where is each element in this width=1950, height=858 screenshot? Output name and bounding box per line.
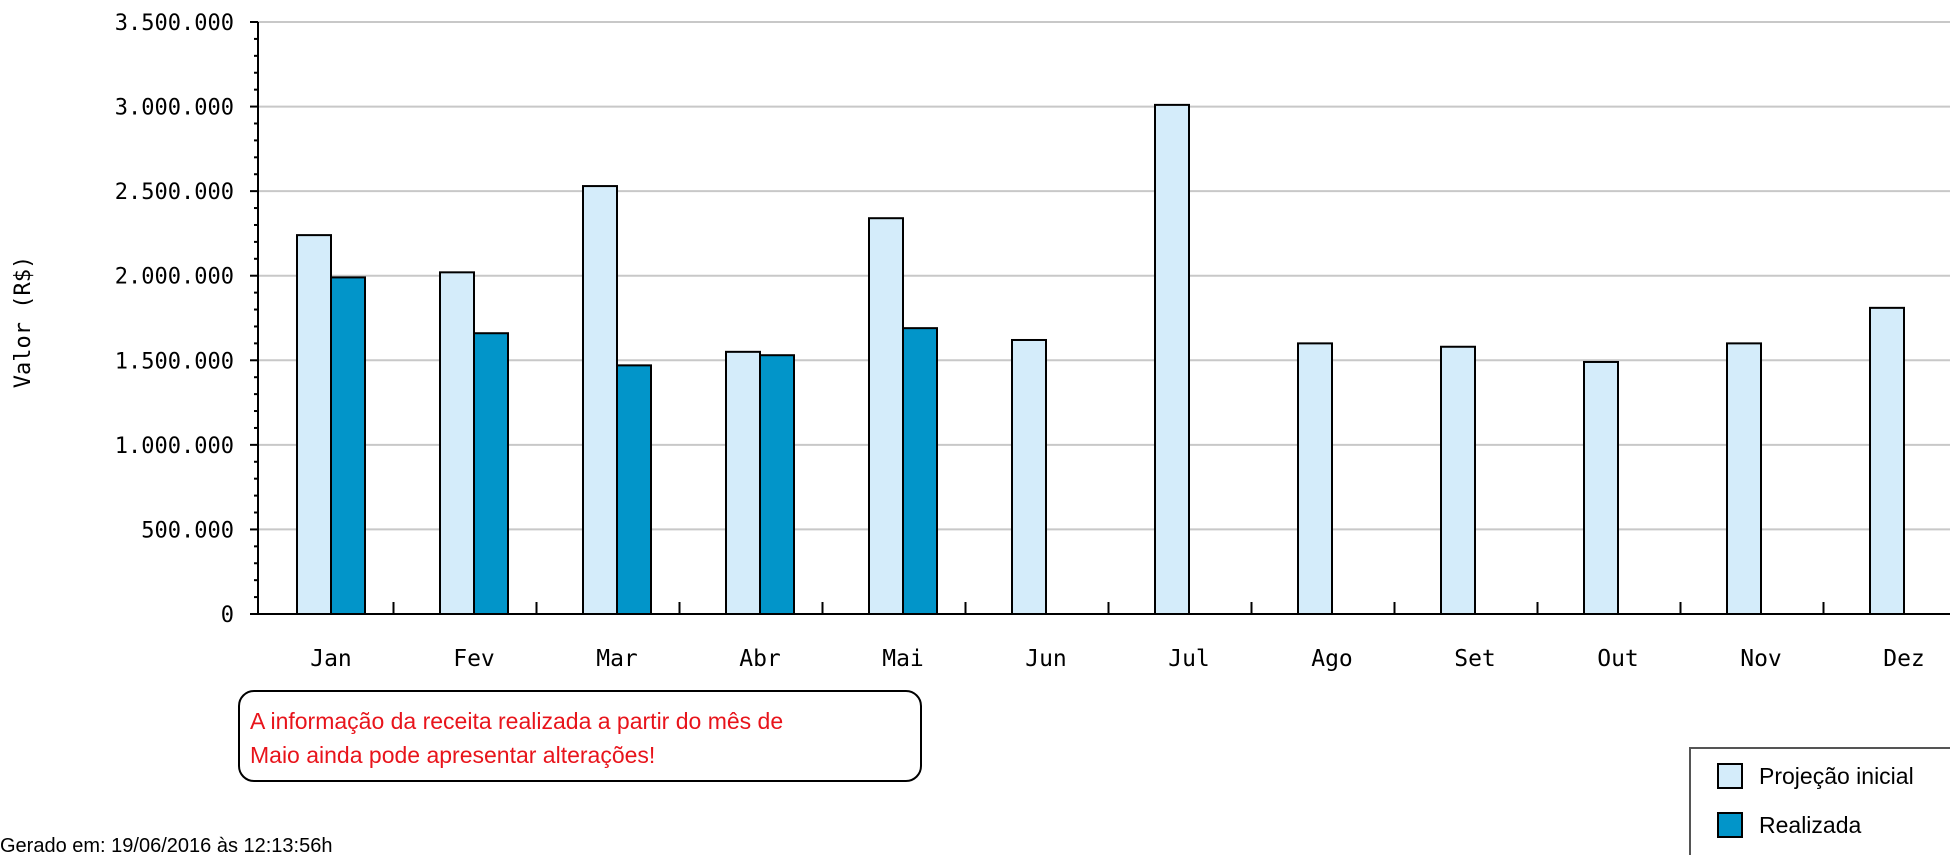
axes xyxy=(250,21,1950,615)
x-tick-label: Abr xyxy=(739,646,781,672)
generated-timestamp: Gerado em: 19/06/2016 às 12:13:56h xyxy=(0,835,333,857)
bar-realizada-fev xyxy=(473,332,509,615)
legend-label-realizada: Realizada xyxy=(1759,811,1862,838)
bar-projecao-abr xyxy=(725,350,761,615)
bar-projecao-jan xyxy=(296,234,332,615)
notice-line-2: Maio ainda pode apresentar alterações! xyxy=(250,742,656,768)
bar-realizada-abr xyxy=(759,354,795,615)
y-tick-label: 1.500.000 xyxy=(115,349,234,374)
grid-lines xyxy=(258,21,1950,531)
y-axis-label: Valor (R$) xyxy=(11,256,36,388)
bar-projecao-jun xyxy=(1011,338,1047,615)
legend-swatch-realizada xyxy=(1717,812,1743,838)
notice-line-1: A informação da receita realizada a part… xyxy=(250,708,784,734)
legend-label-projecao: Projeção inicial xyxy=(1759,762,1914,789)
bar-projecao-mar xyxy=(582,185,618,615)
bar-projecao-nov xyxy=(1726,342,1762,615)
bars xyxy=(296,103,1905,615)
x-tick-label: Jul xyxy=(1168,646,1210,672)
y-tick-label: 0 xyxy=(221,603,234,628)
y-tick-label: 1.000.000 xyxy=(115,434,234,459)
bar-projecao-dez xyxy=(1869,306,1905,615)
x-tick-label: Mai xyxy=(882,646,924,672)
x-tick-label: Out xyxy=(1597,646,1639,672)
y-tick-label: 2.500.000 xyxy=(115,180,234,205)
bar-projecao-out xyxy=(1583,360,1619,615)
legend-item-realizada: Realizada xyxy=(1717,810,1861,840)
x-tick-label: Ago xyxy=(1311,646,1353,672)
bar-realizada-mar xyxy=(616,364,652,615)
legend: Projeção inicial Realizada xyxy=(1689,747,1950,855)
x-tick-label: Set xyxy=(1454,646,1496,672)
x-tick-label: Fev xyxy=(453,646,495,672)
x-tick-label: Jan xyxy=(310,646,352,672)
x-tick-label: Nov xyxy=(1740,646,1782,672)
y-tick-label: 2.000.000 xyxy=(115,265,234,290)
bar-projecao-ago xyxy=(1297,342,1333,615)
y-tick-label: 500.000 xyxy=(141,518,234,543)
y-tick-label: 3.000.000 xyxy=(115,96,234,121)
bar-realizada-jan xyxy=(330,276,366,615)
bar-realizada-mai xyxy=(902,327,938,615)
bar-projecao-jul xyxy=(1154,103,1190,615)
bar-projecao-set xyxy=(1440,345,1476,615)
bar-projecao-mai xyxy=(868,217,904,615)
x-tick-label: Dez xyxy=(1883,646,1925,672)
x-tick-labels: Jan Fev Mar Abr Mai Jun Jul Ago Set Out Nov Dez xyxy=(310,646,1925,672)
legend-item-projecao: Projeção inicial xyxy=(1717,761,1914,791)
notice-box: A informação da receita realizada a part… xyxy=(238,690,922,782)
y-tick-label: 3.500.000 xyxy=(115,11,234,36)
legend-swatch-projecao xyxy=(1717,763,1743,789)
x-tick-label: Jun xyxy=(1025,646,1067,672)
y-tick-labels: 0 500.000 1.000.000 1.500.000 2.000.000 2.500… xyxy=(115,11,234,628)
bar-projecao-fev xyxy=(439,271,475,615)
x-tick-label: Mar xyxy=(596,646,638,672)
